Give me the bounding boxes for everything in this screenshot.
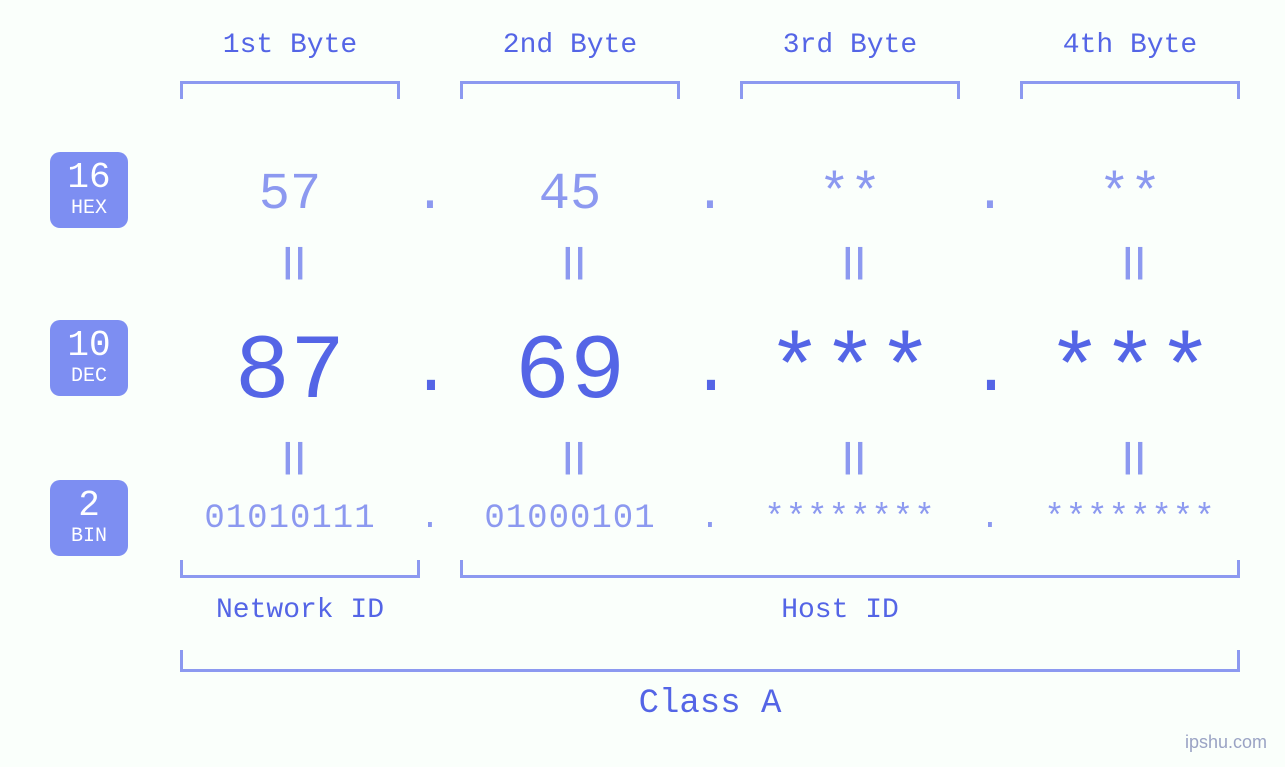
dot: . — [690, 500, 730, 538]
badge-hex: 16 HEX — [50, 152, 128, 228]
bracket-host-id — [460, 560, 1240, 578]
badge-hex-num: 16 — [50, 160, 128, 196]
equals-icon: || — [730, 440, 970, 478]
dot: . — [690, 165, 730, 224]
bracket-top-byte3 — [740, 81, 960, 99]
equals-icon: || — [730, 245, 970, 283]
label-host-id: Host ID — [430, 595, 1250, 626]
watermark: ipshu.com — [1185, 732, 1267, 753]
dot: . — [410, 165, 450, 224]
dot: . — [970, 165, 1010, 224]
dot: . — [970, 333, 1010, 412]
badge-dec-lbl: DEC — [50, 366, 128, 388]
badge-bin-lbl: BIN — [50, 526, 128, 548]
byte-headers-row: 1st Byte 2nd Byte 3rd Byte 4th Byte — [170, 30, 1250, 61]
dot: . — [410, 333, 450, 412]
dec-byte1: 87 — [170, 320, 410, 425]
badge-bin: 2 BIN — [50, 480, 128, 556]
bracket-top-byte2 — [460, 81, 680, 99]
label-class: Class A — [170, 685, 1250, 723]
badge-dec: 10 DEC — [50, 320, 128, 396]
header-byte2: 2nd Byte — [450, 30, 690, 61]
bin-byte4: ******** — [1010, 500, 1250, 538]
row-bin: 01010111 . 01000101 . ******** . *******… — [170, 500, 1250, 538]
hex-byte3: ** — [730, 165, 970, 224]
bracket-network-id — [180, 560, 420, 578]
header-byte3: 3rd Byte — [730, 30, 970, 61]
badge-dec-num: 10 — [50, 328, 128, 364]
bin-byte3: ******** — [730, 500, 970, 538]
dot: . — [690, 333, 730, 412]
row-eq-top: || || || || — [170, 245, 1250, 283]
hex-byte2: 45 — [450, 165, 690, 224]
dec-byte3: *** — [730, 320, 970, 425]
dot: . — [970, 500, 1010, 538]
badge-hex-lbl: HEX — [50, 198, 128, 220]
equals-icon: || — [170, 440, 410, 478]
bottom-brackets — [170, 560, 1250, 580]
row-dec: 87 . 69 . *** . *** — [170, 320, 1250, 425]
row-hex: 57 . 45 . ** . ** — [170, 165, 1250, 224]
bin-byte2: 01000101 — [450, 500, 690, 538]
dot: . — [410, 500, 450, 538]
dec-byte4: *** — [1010, 320, 1250, 425]
equals-icon: || — [1010, 245, 1250, 283]
hex-byte1: 57 — [170, 165, 410, 224]
equals-icon: || — [450, 245, 690, 283]
bracket-top-byte1 — [180, 81, 400, 99]
bracket-top-byte4 — [1020, 81, 1240, 99]
bin-byte1: 01010111 — [170, 500, 410, 538]
label-network-id: Network ID — [170, 595, 430, 626]
dec-byte2: 69 — [450, 320, 690, 425]
row-eq-bottom: || || || || — [170, 440, 1250, 478]
equals-icon: || — [450, 440, 690, 478]
header-byte1: 1st Byte — [170, 30, 410, 61]
hex-byte4: ** — [1010, 165, 1250, 224]
bottom-labels: Network ID Host ID — [170, 595, 1250, 626]
top-brackets — [170, 80, 1250, 100]
equals-icon: || — [170, 245, 410, 283]
header-byte4: 4th Byte — [1010, 30, 1250, 61]
bracket-class — [180, 650, 1240, 672]
equals-icon: || — [1010, 440, 1250, 478]
badge-bin-num: 2 — [50, 488, 128, 524]
